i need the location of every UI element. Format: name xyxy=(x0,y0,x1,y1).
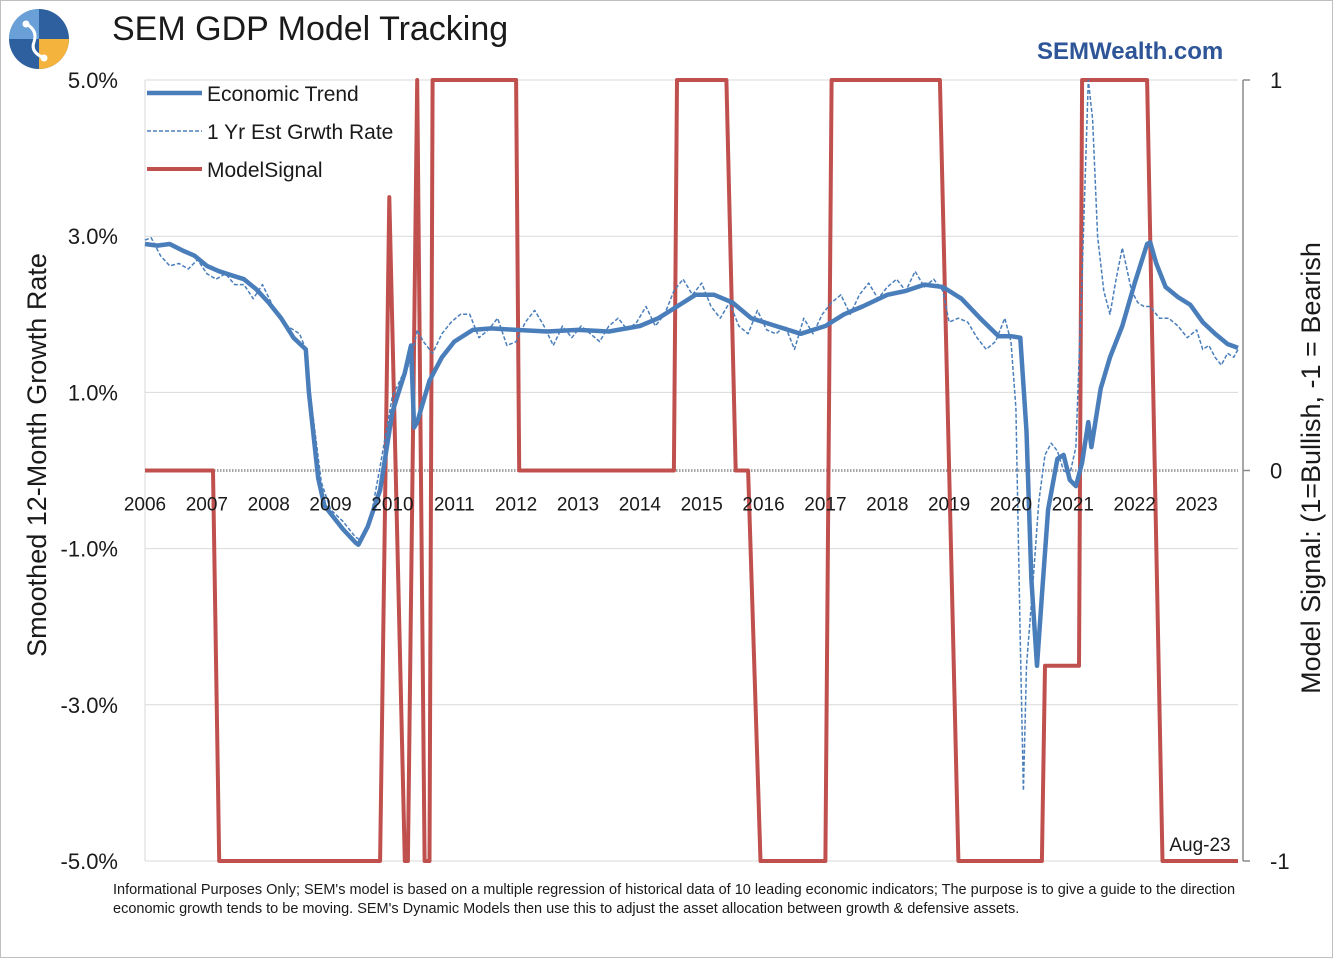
series-line xyxy=(145,78,1238,863)
y-axis-title: Smoothed 12-Month Growth Rate xyxy=(22,253,52,657)
y2-axis-title: Model Signal: (1=Bullish, -1 = Bearish xyxy=(1296,242,1326,694)
y-tick-label: 1.0% xyxy=(68,380,118,405)
sem-logo-icon xyxy=(8,8,70,70)
legend-label: ModelSignal xyxy=(207,159,323,182)
x-tick-label: 2023 xyxy=(1175,495,1217,516)
chart: Economic Trend 1 Yr Est Grwth Rate ModelSi… xyxy=(22,68,1326,874)
x-tick-label: 2013 xyxy=(557,495,599,516)
series-line xyxy=(144,240,1239,669)
x-tick-label: 2021 xyxy=(1052,495,1094,516)
x-tick-label: 2012 xyxy=(495,495,537,516)
site-link[interactable]: SEMWealth.com xyxy=(1037,38,1224,65)
x-tick-label: 2010 xyxy=(371,495,413,516)
x-tick-label: 2017 xyxy=(804,495,846,516)
x-tick-label: 2007 xyxy=(186,495,228,516)
x-tick-label: 2019 xyxy=(928,495,970,516)
y-tick-label: 3.0% xyxy=(68,224,118,249)
series-line xyxy=(144,79,1239,792)
x-tick-label: 2006 xyxy=(124,495,166,516)
x-tick-label: 2022 xyxy=(1114,495,1156,516)
date-annotation: Aug-23 xyxy=(1169,835,1230,856)
x-tick-label: 2018 xyxy=(866,495,908,516)
footnote: Informational Purposes Only; SEM's model… xyxy=(113,882,1236,917)
y-tick-label: 5.0% xyxy=(68,68,118,93)
y-tick-label: -5.0% xyxy=(61,849,118,874)
legend-label: Economic Trend xyxy=(207,83,359,106)
y-tick-label: -1.0% xyxy=(61,537,118,562)
x-tick-label: 2015 xyxy=(681,495,723,516)
y2-tick-label: -1 xyxy=(1270,849,1290,874)
x-tick-label: 2020 xyxy=(990,495,1032,516)
x-tick-label: 2016 xyxy=(742,495,784,516)
x-tick-label: 2008 xyxy=(248,495,290,516)
x-tick-label: 2014 xyxy=(619,495,662,516)
y-tick-label: -3.0% xyxy=(61,693,118,718)
y2-tick-label: 0 xyxy=(1270,459,1282,484)
legend-label: 1 Yr Est Grwth Rate xyxy=(207,121,393,144)
x-tick-label: 2011 xyxy=(434,495,475,516)
y2-tick-label: 1 xyxy=(1270,68,1282,93)
page-title: SEM GDP Model Tracking xyxy=(112,10,509,48)
x-tick-label: 2009 xyxy=(309,495,351,516)
